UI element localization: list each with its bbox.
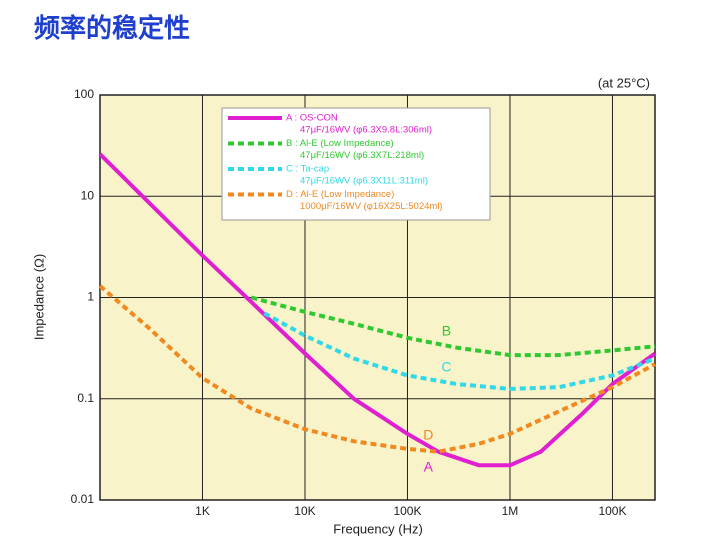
legend-detail: 47μF/16WV (φ6.3X9.8L:306ml): [300, 125, 432, 136]
chart-title: 频率的稳定性: [34, 13, 190, 43]
x-axis-label: Frequency (Hz): [333, 521, 423, 536]
series-line: [263, 311, 656, 391]
legend-box: [221, 107, 491, 221]
y-tick-label: 0.1: [77, 391, 94, 405]
legend-detail: 47μF/16WV (φ6.3X7L:218ml): [300, 150, 424, 161]
x-tick-label: 100K: [598, 504, 626, 518]
x-tick-label: 1K: [195, 504, 210, 518]
legend-detail: 1000μF/16WV (φ16X25L:5024ml): [300, 201, 443, 212]
series-line: [250, 295, 656, 358]
curve-label: D: [423, 426, 433, 442]
curve-label: B: [442, 322, 451, 338]
y-tick-label: 1: [87, 290, 94, 304]
condition-note: (at 25°C): [598, 75, 650, 90]
y-tick-label: 0.01: [71, 492, 95, 506]
legend-label: C : Ta-cap: [286, 164, 329, 175]
legend-label: A : OS-CON: [286, 113, 338, 124]
x-tick-label: 100K: [393, 504, 421, 518]
x-tick-label: 10K: [294, 504, 315, 518]
curve-label: C: [441, 359, 451, 375]
legend-label: D : Al-E (Low Impedance): [286, 189, 394, 200]
y-tick-label: 100: [74, 87, 94, 101]
series-line: [98, 152, 657, 468]
legend-label: B : Al-E (Low Impedance): [286, 138, 394, 149]
y-tick-label: 10: [81, 188, 95, 202]
legend-detail: 47μF/16WV (φ6.3X11L:311ml): [300, 176, 428, 187]
curve-label: A: [424, 458, 434, 474]
y-axis-label: Impedance (Ω): [31, 254, 46, 340]
x-tick-label: 1M: [502, 504, 519, 518]
